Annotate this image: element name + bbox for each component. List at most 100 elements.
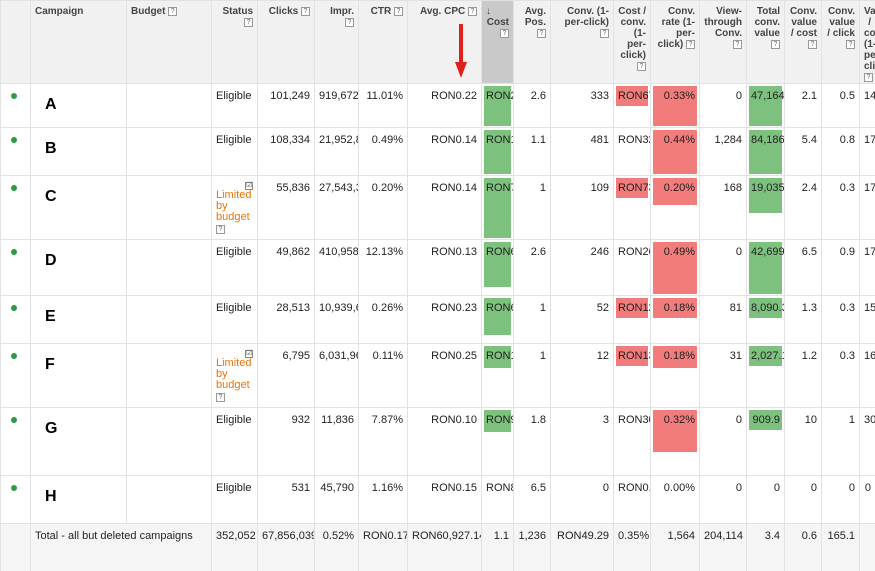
table-row[interactable]: H Eligible 531 45,790 1.16% RON0.15 RON81.29 6.… — [0, 475, 875, 524]
help-icon[interactable]: ? — [537, 28, 546, 38]
total-conv-value-cell-value: 2,027.1 — [751, 350, 785, 362]
help-icon[interactable]: ? — [394, 6, 403, 16]
column-header-total[interactable]: Total conv. value ? — [746, 0, 785, 84]
column-header-vconv[interactable]: Value / conv. (1-per-click) ? — [859, 0, 875, 84]
status-cell: Eligible — [211, 127, 258, 176]
column-header-vclick[interactable]: Conv. value / click ? — [821, 0, 860, 84]
avg-cpc-cell: RON0.22 — [407, 83, 482, 128]
help-icon[interactable]: ? — [168, 6, 178, 16]
value-per-click-cell-value: 1 — [848, 414, 855, 426]
total-view-cell-value: 1,564 — [667, 530, 695, 542]
status-dot-icon — [11, 305, 17, 311]
campaign-name-cell[interactable]: F — [30, 343, 127, 408]
column-header-pos[interactable]: Avg. Pos. ? — [513, 0, 551, 84]
impressions-cell: 21,952,803 — [314, 127, 359, 176]
cost-highlight — [484, 178, 511, 238]
column-header-view[interactable]: View-through Conv. ? — [699, 0, 747, 84]
total-cost-cell: RON60,927.14 — [407, 523, 482, 571]
table-row[interactable]: F ☑Limited by budget? 6,795 6,031,968 0.11% R… — [0, 343, 875, 408]
campaign-name-link[interactable]: G — [45, 420, 58, 437]
value-per-conv-cell-value: 175 — [864, 134, 875, 146]
avg-pos-cell-value: 1 — [539, 302, 546, 314]
campaign-name-cell[interactable]: G — [30, 407, 127, 476]
conversions-cell-value: 12 — [596, 350, 609, 362]
help-icon[interactable]: ? — [216, 224, 225, 234]
avg-pos-cell: 1 — [513, 343, 551, 408]
help-icon[interactable]: ? — [864, 72, 873, 82]
table-row[interactable]: B Eligible 108,334 21,952,803 0.49% RON0.14 RO… — [0, 127, 875, 176]
table-row[interactable]: C ☑Limited by budget? 55,836 27,543,351 0.20… — [0, 175, 875, 240]
column-header-ctr[interactable]: CTR ? — [358, 0, 408, 84]
campaign-name-cell[interactable]: C — [30, 175, 127, 240]
column-header-cost_conv[interactable]: Cost / conv. (1-per-click) ? — [613, 0, 651, 84]
help-icon[interactable]: ? — [345, 17, 354, 27]
campaign-name-cell[interactable]: E — [30, 295, 127, 344]
view-through-cell-value: 1,284 — [714, 134, 742, 146]
conv-rate-highlight — [653, 242, 697, 294]
campaign-name-link[interactable]: E — [45, 308, 56, 325]
column-header-cpc[interactable]: Avg. CPC ? — [407, 0, 482, 84]
campaign-name-link[interactable]: A — [45, 96, 57, 113]
status-text: Eligible — [216, 246, 252, 258]
total-ctr-cell-value: 0.52% — [322, 530, 354, 542]
help-icon[interactable]: ? — [301, 6, 310, 16]
column-header-campaign[interactable]: Campaign — [30, 0, 127, 84]
column-header-rate[interactable]: Conv. rate (1-per-click) ? — [650, 0, 700, 84]
table-row[interactable]: E Eligible 28,513 10,939,661 0.26% RON0.23 RON… — [0, 295, 875, 344]
campaign-name-link[interactable]: D — [45, 252, 57, 269]
cost-cell: RON91.08 — [481, 407, 514, 476]
help-icon[interactable]: ? — [637, 61, 646, 71]
cost-cell-value: RON81.29 — [486, 482, 513, 494]
column-header-cost[interactable]: ↓ Cost ? — [481, 0, 514, 84]
campaign-name-link[interactable]: H — [45, 488, 57, 505]
cost-highlight — [484, 242, 511, 288]
column-header-budget[interactable]: Budget ? — [126, 0, 212, 84]
status-dot-icon — [11, 137, 17, 143]
campaign-name-link[interactable]: C — [45, 188, 57, 205]
status-text[interactable]: Limited by budget — [216, 189, 252, 223]
total-conv-value-cell-value: 19,035.8 — [751, 182, 785, 194]
campaign-name-link[interactable]: B — [45, 140, 57, 157]
clicks-cell: 49,862 — [257, 239, 315, 296]
value-per-click-cell: 1 — [821, 407, 860, 476]
avg-pos-cell: 1 — [513, 175, 551, 240]
help-icon[interactable]: ? — [216, 392, 225, 402]
checkbox-icon[interactable]: ☑ — [245, 182, 253, 190]
help-icon[interactable]: ? — [600, 28, 609, 38]
conv-rate-cell-value: 0.20% — [663, 182, 695, 194]
budget-cell — [126, 295, 212, 344]
total-rate-cell-value: 0.35% — [618, 530, 650, 542]
help-icon[interactable]: ? — [686, 39, 695, 49]
table-row[interactable]: G Eligible 932 11,836 7.87% RON0.10 RON91.08 1.… — [0, 407, 875, 476]
help-icon[interactable]: ? — [468, 6, 477, 16]
total-conv-cell-value: 1,236 — [518, 530, 546, 542]
conv-rate-cell-value: 0.33% — [663, 90, 695, 102]
campaign-name-link[interactable]: F — [45, 356, 55, 373]
column-header-clicks[interactable]: Clicks ? — [257, 0, 315, 84]
help-icon[interactable]: ? — [771, 39, 780, 49]
column-header-status[interactable]: Status ? — [211, 0, 258, 84]
help-icon[interactable]: ? — [733, 39, 742, 49]
column-header-conv[interactable]: Conv. (1-per-click) ? — [550, 0, 614, 84]
campaign-name-cell[interactable]: D — [30, 239, 127, 296]
status-dot-cell — [0, 475, 31, 524]
campaign-name-cell[interactable]: H — [30, 475, 127, 524]
column-header-label: Conv. (1-per-click) — [564, 6, 609, 28]
column-header-vcost[interactable]: Conv. value / cost ? — [784, 0, 822, 84]
help-icon[interactable]: ? — [500, 28, 509, 38]
column-header-impr[interactable]: Impr. ? — [314, 0, 359, 84]
table-row[interactable]: D Eligible 49,862 410,958 12.13% RON0.13 RON6,… — [0, 239, 875, 296]
help-icon[interactable]: ? — [244, 17, 253, 27]
campaign-name-cell[interactable]: A — [30, 83, 127, 128]
value-per-conv-cell: 0 — [859, 475, 875, 524]
campaign-name-cell[interactable]: B — [30, 127, 127, 176]
help-icon[interactable]: ? — [846, 39, 855, 49]
checkbox-icon[interactable]: ☑ — [245, 350, 253, 358]
table-row[interactable]: A Eligible 101,249 919,672 11.01% RON0.22 RON 2… — [0, 83, 875, 128]
help-icon[interactable]: ? — [808, 39, 817, 49]
total-conv-value-cell: 84,186.7 — [746, 127, 785, 176]
status-text[interactable]: Limited by budget — [216, 357, 252, 391]
total-pos-cell-value: 1.1 — [493, 530, 509, 542]
